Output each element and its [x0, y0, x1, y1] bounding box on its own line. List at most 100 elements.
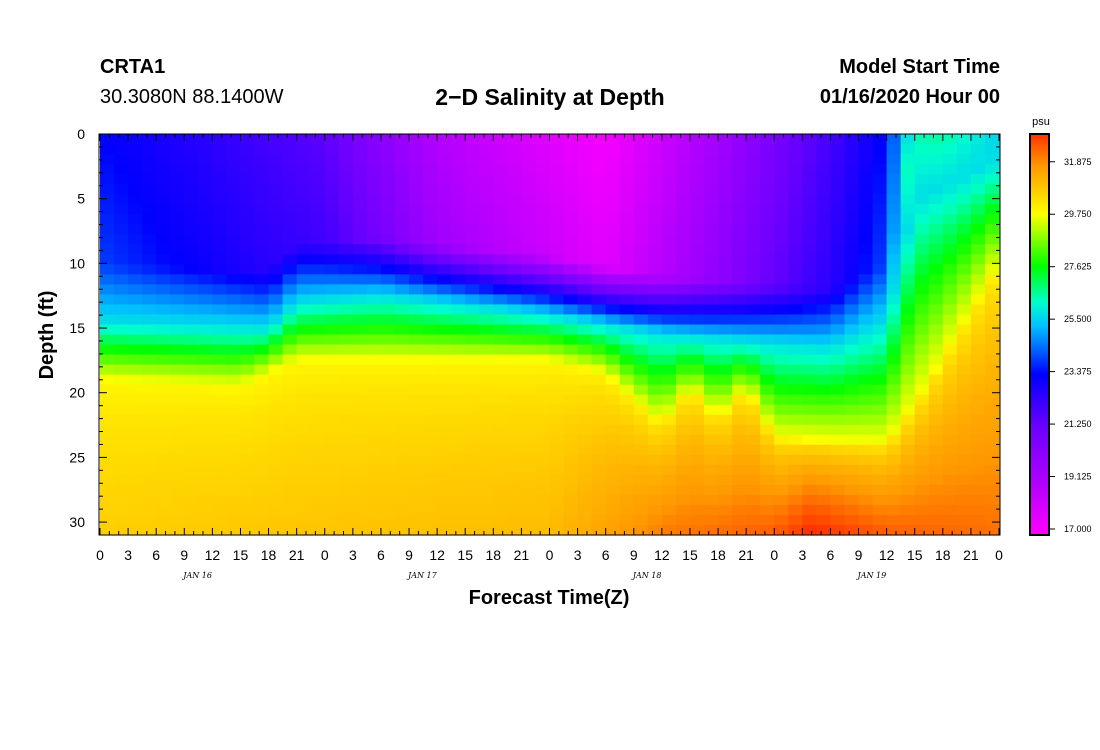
heatmap-cell [423, 224, 438, 235]
y-tick-label: 20 [69, 385, 85, 401]
heatmap-cell [802, 414, 817, 426]
heatmap-cell [324, 494, 340, 506]
heatmap-cell [844, 194, 860, 205]
heatmap-cell [437, 434, 452, 446]
heatmap-cell [240, 254, 256, 265]
heatmap-cell [619, 244, 635, 255]
heatmap-cell [774, 494, 789, 506]
heatmap-cell [493, 364, 508, 376]
heatmap-cell [409, 174, 424, 185]
heatmap-cell [844, 164, 860, 175]
heatmap-cell [409, 444, 424, 456]
heatmap-cell [732, 424, 747, 436]
heatmap-cell [900, 154, 916, 165]
heatmap-cell [816, 514, 832, 526]
heatmap-cell [114, 284, 129, 295]
heatmap-cell [493, 524, 508, 536]
heatmap-cell [479, 174, 494, 185]
heatmap-cell [521, 334, 537, 346]
heatmap-cell [451, 354, 466, 366]
heatmap-cell [310, 284, 326, 295]
heatmap-cell [830, 454, 846, 466]
heatmap-cell [394, 254, 410, 265]
heatmap-cell [661, 144, 677, 155]
heatmap-cell [409, 344, 424, 356]
heatmap-cell [689, 454, 705, 466]
heatmap-cell [563, 464, 579, 476]
heatmap-cell [914, 344, 930, 356]
heatmap-cell [577, 434, 593, 446]
heatmap-cell [549, 194, 565, 205]
heatmap-cell [366, 244, 382, 255]
heatmap-cell [816, 364, 832, 376]
heatmap-cell [970, 294, 986, 306]
heatmap-cell [732, 324, 747, 336]
heatmap-cell [324, 434, 340, 446]
heatmap-cell [928, 244, 944, 255]
heatmap-cell [437, 364, 452, 376]
heatmap-cell [844, 394, 860, 406]
heatmap-cell [816, 214, 832, 225]
heatmap-cell [535, 494, 551, 506]
heatmap-cell [479, 184, 494, 195]
heatmap-cell [156, 474, 171, 486]
heatmap-cell [830, 464, 846, 476]
heatmap-cell [507, 394, 523, 406]
heatmap-cell [844, 314, 860, 326]
y-tick-label: 30 [69, 514, 85, 530]
heatmap-cell [352, 294, 368, 306]
heatmap-cell [507, 164, 523, 175]
heatmap-cell [886, 234, 902, 245]
heatmap-cell [268, 484, 284, 496]
heatmap-cell [689, 274, 705, 285]
heatmap-cell [774, 354, 789, 366]
heatmap-cell [268, 274, 284, 285]
heatmap-cell [619, 354, 635, 366]
heatmap-cell [830, 334, 846, 346]
heatmap-cell [170, 504, 185, 516]
heatmap-cell [100, 394, 115, 406]
heatmap-cell [704, 394, 719, 406]
heatmap-cell [226, 354, 242, 366]
heatmap-cell [619, 304, 635, 316]
heatmap-cell [633, 164, 649, 175]
heatmap-cell [226, 214, 242, 225]
heatmap-cell [718, 374, 733, 386]
heatmap-cell [338, 444, 354, 456]
heatmap-cell [619, 504, 635, 516]
heatmap-cell [409, 264, 424, 275]
heatmap-cell [282, 144, 298, 155]
heatmap-cell [647, 304, 663, 316]
heatmap-cell [591, 144, 607, 155]
heatmap-cell [437, 374, 452, 386]
heatmap-cell [942, 384, 958, 396]
heatmap-cell [788, 204, 803, 215]
heatmap-cell [338, 244, 354, 255]
heatmap-cell [479, 284, 494, 295]
heatmap-cell [647, 514, 663, 526]
heatmap-cell [844, 154, 860, 165]
heatmap-cell [240, 214, 256, 225]
heatmap-cell [493, 434, 508, 446]
heatmap-cell [338, 144, 354, 155]
heatmap-cell [493, 304, 508, 316]
heatmap-cell [212, 494, 228, 506]
heatmap-cell [451, 144, 466, 155]
heatmap-cell [549, 504, 565, 516]
heatmap-cell [423, 334, 438, 346]
heatmap-cell [366, 144, 382, 155]
heatmap-cell [774, 284, 789, 295]
heatmap-cell [380, 364, 396, 376]
heatmap-cell [914, 134, 930, 145]
heatmap-cell [732, 244, 747, 255]
heatmap-cell [521, 524, 537, 536]
heatmap-cell [394, 144, 410, 155]
heatmap-cell [451, 194, 466, 205]
heatmap-cell [465, 454, 480, 466]
heatmap-cell [900, 314, 916, 326]
heatmap-cell [282, 454, 298, 466]
heatmap-cell [563, 394, 579, 406]
heatmap-cell [675, 184, 691, 195]
heatmap-cell [380, 454, 396, 466]
heatmap-cell [296, 504, 312, 516]
